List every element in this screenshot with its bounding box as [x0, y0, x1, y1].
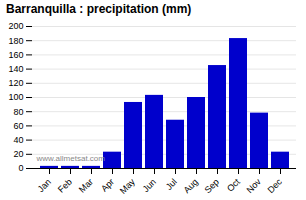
svg-text:Oct: Oct [225, 176, 242, 193]
svg-text:40: 40 [13, 135, 23, 145]
html-text:Barranquilla : precipitation (: Barranquilla : precipitation (mm) [6, 2, 192, 16]
svg-text:20: 20 [13, 149, 23, 159]
svg-text:80: 80 [13, 107, 23, 117]
svg-text:0: 0 [18, 163, 23, 173]
svg-text:Jun: Jun [141, 177, 158, 194]
svg-text:www.allmetsat.com: www.allmetsat.com [36, 154, 106, 163]
svg-text:120: 120 [8, 78, 23, 88]
svg-text:100: 100 [8, 92, 23, 102]
svg-text:140: 140 [8, 64, 23, 74]
svg-text:Mar: Mar [77, 177, 95, 195]
svg-text:Feb: Feb [56, 177, 74, 195]
svg-text:Aug: Aug [182, 177, 200, 195]
svg-text:Dec: Dec [266, 176, 285, 195]
svg-text:Sep: Sep [203, 177, 221, 195]
svg-text:200: 200 [8, 21, 23, 31]
svg-text:May: May [118, 176, 137, 195]
svg-text:180: 180 [8, 36, 23, 46]
svg-text:Jan: Jan [36, 177, 53, 194]
svg-text:Jul: Jul [164, 177, 179, 192]
svg-text:60: 60 [13, 121, 23, 131]
svg-text:Apr: Apr [99, 177, 116, 194]
svg-text:160: 160 [8, 50, 23, 60]
svg-text:Nov: Nov [245, 176, 264, 195]
